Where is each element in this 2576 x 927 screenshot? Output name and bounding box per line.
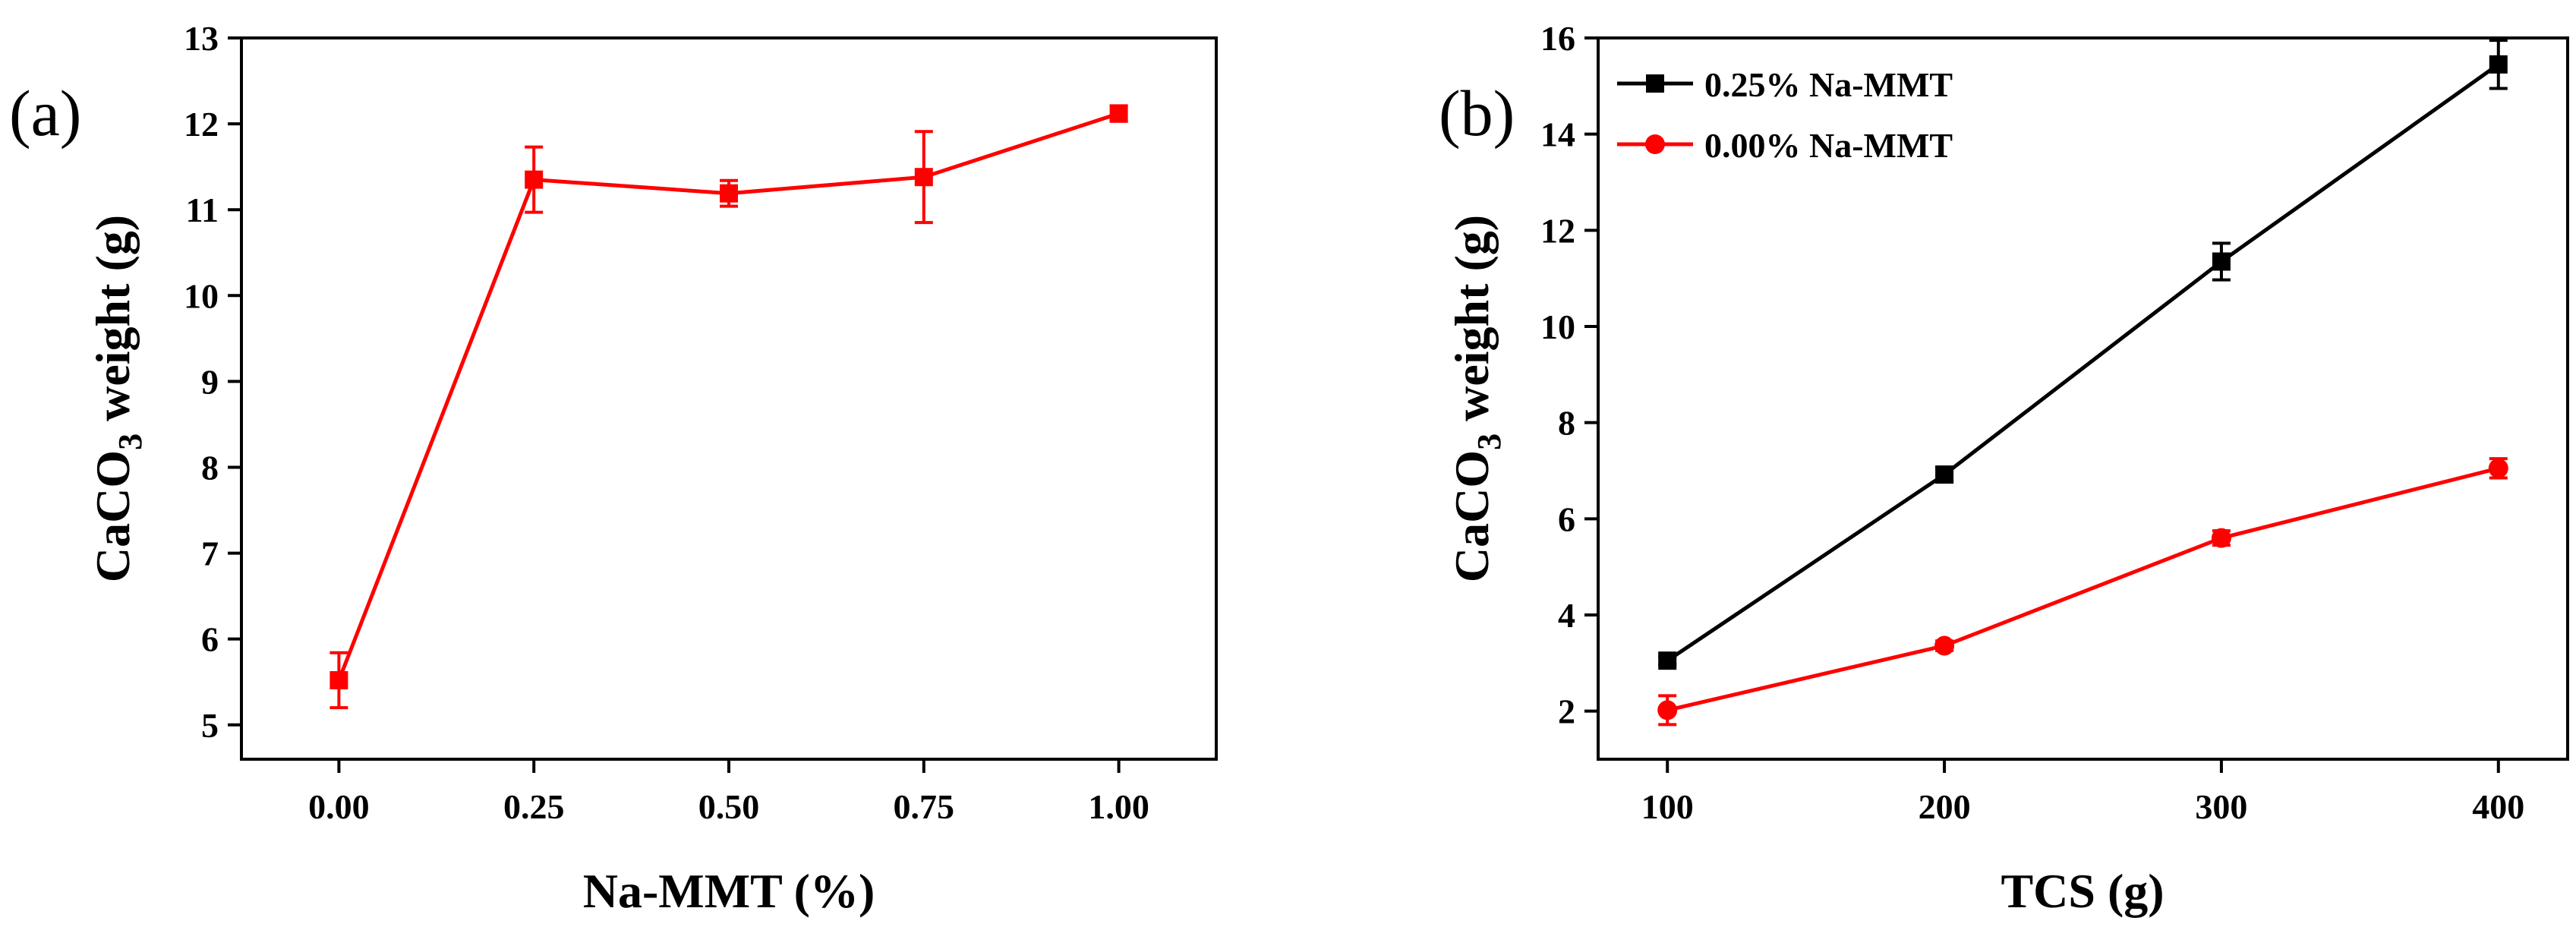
y-tick-label-b-3: 8 [1558,404,1575,443]
data-point-b-0-0 [1658,651,1677,670]
x-tick-label-b-0: 100 [1641,787,1694,826]
x-tick-label-a-4: 1.00 [1088,787,1149,826]
data-point-b-1-1 [1934,635,1955,656]
chart-panel-a: (a) 5 6 7 8 9 10 11 12 13 0.00 0.25 0.50 0.75 1.00 N… [9,19,1218,918]
x-tick-label-a-0: 0.00 [308,787,370,826]
x-tick-label-b-2: 300 [2195,787,2247,826]
y-tick-label-a-7: 12 [184,105,219,143]
data-point-b-1-2 [2211,528,2231,548]
data-point-a-0-1 [525,170,544,189]
data-point-a-0-3 [914,168,933,187]
x-axis-a: 0.00 0.25 0.50 0.75 1.00 [308,759,1149,826]
y-axis-title-b-tail: weight (g) [1445,215,1499,434]
series-group-a [329,104,1128,710]
y-axis-a: 5 6 7 8 9 10 11 12 13 [184,19,241,745]
y-axis-title-a-main: CaCO [86,450,140,582]
y-tick-label-b-1: 4 [1558,596,1575,635]
y-axis-title-a-tail: weight (g) [86,215,140,434]
y-tick-label-a-3: 8 [201,448,219,487]
y-tick-label-a-5: 10 [184,276,219,315]
x-axis-b: 100 200 300 400 [1641,759,2524,826]
legend-item-1: 0.00% Na-MMT [1617,126,1953,165]
y-axis-title-a: CaCO3 weight (g) [86,215,149,582]
series-line-b-0 [1666,62,2500,663]
x-tick-label-b-1: 200 [1919,787,1971,826]
data-point-b-1-3 [2488,458,2508,478]
legend-label-1: 0.00% Na-MMT [1704,126,1953,165]
y-axis-title-a-sub: 3 [112,434,149,450]
data-point-a-0-2 [720,184,738,203]
panel-label-a: (a) [9,77,81,150]
legend-label-0: 0.25% Na-MMT [1704,65,1953,104]
legend-item-0: 0.25% Na-MMT [1617,65,1953,104]
y-tick-label-b-5: 12 [1540,211,1575,250]
plot-frame-a [240,36,1218,761]
y-tick-label-b-0: 2 [1558,692,1575,731]
x-tick-label-a-2: 0.50 [698,787,760,826]
chart-panel-b: (b) 2 4 6 8 10 12 14 16 100 200 300 400 0.25% Na-M… [1439,19,2569,918]
y-tick-label-a-8: 13 [184,19,219,58]
data-point-b-0-2 [2212,252,2231,271]
y-axis-title-b-sub: 3 [1471,434,1508,450]
data-point-b-1-0 [1657,700,1678,720]
data-point-b-0-3 [2489,55,2508,74]
y-axis-title-b-main: CaCO [1445,450,1499,582]
series-line-b-1 [1666,466,2499,712]
y-axis-b: 2 4 6 8 10 12 14 16 [1540,19,1598,731]
x-tick-label-a-3: 0.75 [894,787,955,826]
data-point-b-0-1 [1935,465,1954,484]
panel-label-b: (b) [1439,77,1515,150]
plot-frame-b [1597,36,2569,761]
y-axis-title-b: CaCO3 weight (g) [1445,215,1508,582]
y-tick-label-a-0: 5 [201,706,219,745]
y-tick-label-b-7: 16 [1540,19,1575,58]
legend-marker-1 [1645,134,1665,154]
x-tick-label-b-3: 400 [2472,787,2524,826]
y-tick-label-a-6: 11 [186,191,219,229]
series-group-b [1657,39,2508,727]
y-tick-label-a-4: 9 [201,362,219,401]
y-tick-label-b-6: 14 [1540,115,1575,154]
x-tick-label-a-1: 0.25 [503,787,565,826]
legend-b: 0.25% Na-MMT 0.00% Na-MMT [1617,65,1953,165]
y-tick-label-a-1: 6 [201,620,219,659]
data-point-a-0-0 [329,670,348,689]
x-axis-title-b: TCS (g) [2001,864,2164,918]
y-tick-label-a-2: 7 [201,534,219,573]
y-tick-label-b-2: 6 [1558,500,1575,538]
legend-marker-0 [1646,74,1664,93]
x-axis-title-a: Na-MMT (%) [583,864,875,918]
data-point-a-0-4 [1109,104,1128,123]
y-tick-label-b-4: 10 [1540,307,1575,346]
